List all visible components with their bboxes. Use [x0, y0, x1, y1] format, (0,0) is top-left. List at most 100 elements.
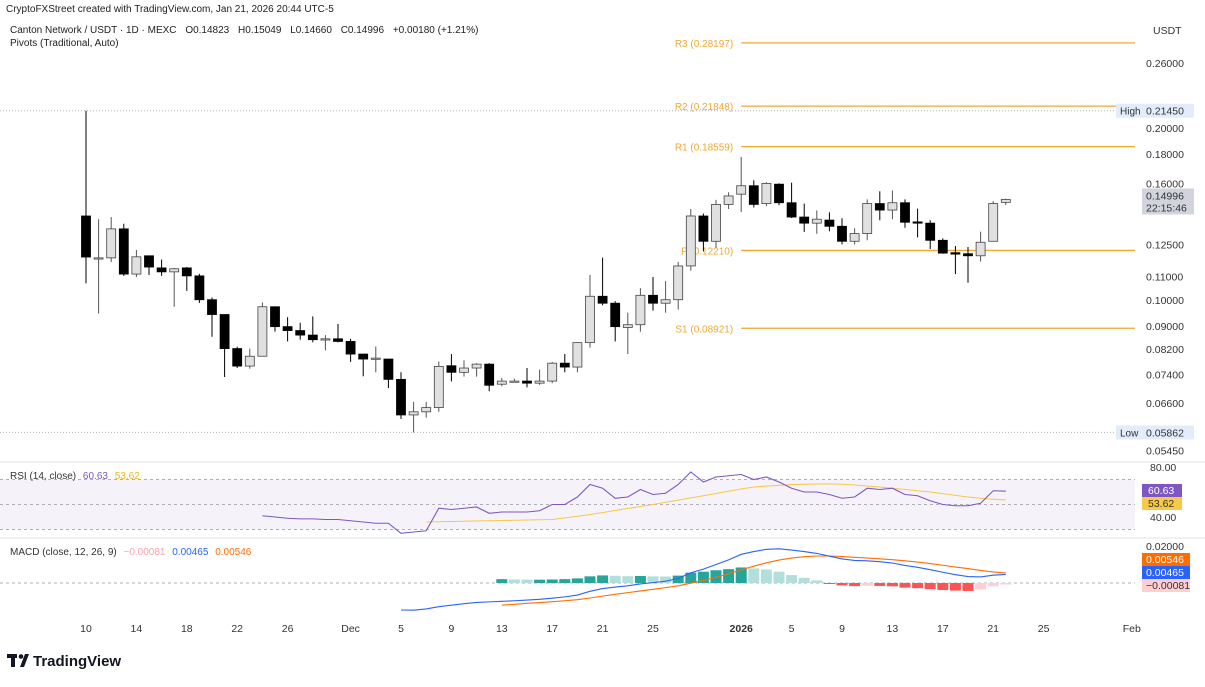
macd-histogram-bar [987, 583, 999, 587]
candle [900, 199, 910, 228]
macd-histogram-bar [975, 583, 987, 590]
candle [988, 201, 999, 242]
candle-body [358, 353, 369, 360]
candle [181, 267, 192, 291]
candle [748, 180, 759, 208]
high-marker-value: 0.21450 [1146, 106, 1184, 118]
high-marker-tag-label: High [1120, 107, 1141, 118]
candle-body [585, 295, 595, 344]
low-value: L0.14660 [290, 25, 332, 36]
candle-body [433, 366, 444, 408]
candle-body [597, 295, 608, 304]
candle [320, 335, 331, 351]
candle [547, 361, 558, 384]
time-tick: 5 [789, 623, 795, 635]
candle [93, 219, 104, 314]
candle-body [156, 267, 167, 273]
time-tick: Dec [341, 623, 360, 635]
candle-body [824, 219, 835, 227]
candle [219, 314, 230, 377]
candle-body [118, 228, 129, 275]
last-price-value: 22:15:46 [1146, 202, 1187, 214]
macd-histogram-bar [597, 575, 609, 583]
candle-body [723, 195, 734, 205]
candle-body [194, 275, 205, 301]
candle [837, 218, 847, 245]
time-tick: 22 [231, 623, 243, 635]
tradingview-logo-icon [7, 654, 29, 667]
candle-body [131, 256, 142, 275]
candle-body [282, 326, 293, 331]
candle [370, 346, 381, 373]
candle-body [534, 380, 545, 384]
price-tick: 0.20000 [1146, 123, 1184, 135]
pivot-label: R1 (0.18559) [675, 143, 733, 154]
candle [660, 281, 671, 313]
candle [358, 353, 369, 377]
candle [496, 378, 507, 387]
candle [345, 338, 356, 362]
pivots-legend[interactable]: Pivots (Traditional, Auto) [10, 38, 119, 49]
last-price-value: 0.14996 [1146, 190, 1184, 202]
candle [824, 212, 835, 232]
candle [610, 301, 621, 342]
candle [912, 208, 923, 238]
candle-body [509, 380, 520, 383]
candle-body [345, 341, 356, 355]
macd-signal-line [501, 555, 1006, 606]
price-unit: USDT [1153, 25, 1182, 37]
tradingview-logo[interactable]: TradingView [7, 653, 121, 670]
candle [433, 361, 444, 412]
candle [383, 358, 394, 389]
macd-histogram-bar [534, 579, 546, 583]
candle [950, 246, 961, 275]
candle-body [207, 299, 217, 315]
price-tick: 0.07400 [1146, 370, 1184, 382]
high-marker-tag-bg [1116, 103, 1144, 118]
macd-histogram-bar [685, 572, 697, 583]
candle [244, 348, 255, 369]
time-tick: 18 [181, 623, 193, 635]
candle-body [559, 362, 570, 368]
candle-body [862, 203, 873, 234]
candle [698, 213, 709, 252]
price-pane[interactable]: R3 (0.28197) R2 (0.21848) R1 (0.18559) P (0… [0, 39, 1205, 539]
macd-histogram-bar [849, 583, 861, 587]
macd-histogram-bar [622, 576, 634, 583]
macd-pane[interactable]: MACD (close, 12, 26, 9) −0.00081 0.00465… [0, 541, 1190, 611]
candle-body [471, 363, 482, 369]
candle [585, 274, 595, 348]
rsi-line [262, 471, 1006, 534]
time-tick: 2026 [730, 623, 754, 635]
macd-value-tag-bg [1142, 566, 1190, 579]
rsi-pane[interactable]: RSI (14, close) 60.63 53.62 80.00 40.00 60… [0, 462, 1182, 534]
candle-body [963, 253, 973, 257]
price-tick: 0.16000 [1146, 178, 1184, 190]
macd-histogram-bar [823, 583, 835, 584]
time-tick: 25 [1038, 623, 1050, 635]
candle-body [912, 221, 923, 224]
candle-body [106, 228, 117, 259]
price-tick: 0.10000 [1146, 295, 1184, 307]
price-tick: 0.26000 [1146, 58, 1184, 70]
time-axis[interactable]: 10 14 18 22 26 Dec 5 9 13 17 21 25 2026 5 9 13 17 21 25 Feb [80, 623, 1141, 635]
time-tick: 17 [546, 623, 558, 635]
candle-body [660, 299, 671, 304]
candle-body [849, 233, 860, 242]
candle [673, 261, 684, 310]
price-tick: 0.11000 [1146, 271, 1183, 283]
candle-body [421, 407, 432, 413]
price-tick: 0.05450 [1146, 445, 1184, 457]
price-axis[interactable]: 0.26000 0.20000 0.18000 0.16000 0.12500 0.110… [1116, 58, 1194, 457]
time-tick: 13 [887, 623, 899, 635]
pivot-label: R2 (0.21848) [675, 102, 733, 113]
candle [446, 354, 457, 382]
time-tick: 21 [987, 623, 999, 635]
candle [597, 257, 608, 306]
candle [887, 190, 898, 220]
macd-histogram-bar [886, 583, 898, 587]
candle-body [937, 239, 948, 254]
macd-tick: 0.02000 [1146, 541, 1184, 553]
candle-body [307, 334, 318, 341]
